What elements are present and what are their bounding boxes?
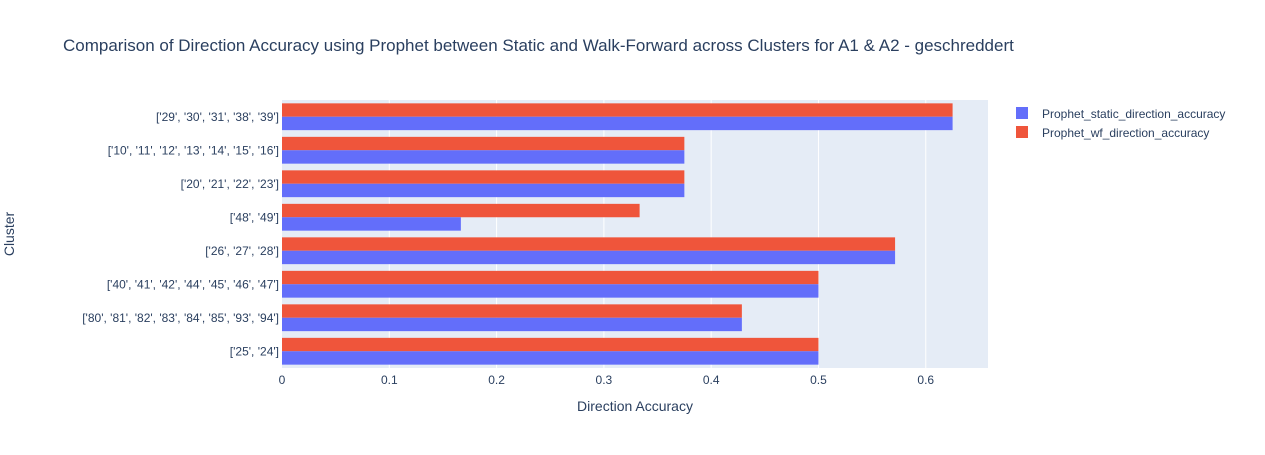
bar-static[interactable] (282, 351, 819, 365)
bar-static[interactable] (282, 317, 742, 332)
y-tick-label: ['10', '11', '12', '13', '14', '15', '16… (108, 143, 279, 157)
bar-wf[interactable] (282, 103, 953, 117)
bar-static[interactable] (282, 250, 896, 265)
y-tick-label: ['40', '41', '42', '44', '45', '46', '47… (107, 277, 279, 291)
bar-wf[interactable] (282, 270, 819, 285)
bar-wf[interactable] (282, 170, 685, 184)
x-tick-label: 0.1 (381, 373, 398, 387)
legend-item-wf[interactable]: Prophet_wf_direction_accuracy (1016, 126, 1209, 140)
bars (282, 103, 953, 365)
bar-wf[interactable] (282, 237, 896, 251)
bar-static[interactable] (282, 183, 685, 198)
bar-static[interactable] (282, 116, 953, 131)
x-tick-label: 0.4 (703, 373, 720, 387)
y-tick-label: ['48', '49'] (230, 210, 279, 224)
legend-swatch-wf (1016, 126, 1028, 138)
y-axis-ticks: ['25', '24'] ['80', '81', '82', '83', '84… (82, 110, 279, 359)
bar-wf[interactable] (282, 136, 685, 151)
x-tick-label: 0 (279, 373, 286, 387)
x-axis-ticks: 0 0.1 0.2 0.3 0.4 0.5 0.6 (279, 373, 935, 387)
y-tick-label: ['26', '27', '28'] (205, 244, 279, 258)
x-tick-label: 0.3 (596, 373, 613, 387)
x-tick-label: 0.6 (917, 373, 934, 387)
y-tick-label: ['20', '21', '22', '23'] (181, 177, 279, 191)
legend: Prophet_static_direction_accuracy Prophe… (1016, 107, 1225, 140)
x-tick-label: 0.5 (810, 373, 827, 387)
bar-static[interactable] (282, 217, 461, 231)
y-axis-label: Cluster (1, 211, 17, 256)
y-tick-label: ['29', '30', '31', '38', '39'] (156, 110, 279, 124)
legend-item-static[interactable]: Prophet_static_direction_accuracy (1016, 107, 1225, 121)
bar-wf[interactable] (282, 304, 742, 318)
x-axis-label: Direction Accuracy (577, 398, 693, 414)
legend-label-wf: Prophet_wf_direction_accuracy (1042, 126, 1209, 140)
legend-swatch-static (1016, 107, 1028, 119)
bar-wf[interactable] (282, 203, 640, 218)
bar-static[interactable] (282, 284, 819, 298)
x-tick-label: 0.2 (488, 373, 505, 387)
bar-wf[interactable] (282, 337, 819, 352)
y-tick-label: ['25', '24'] (230, 344, 279, 358)
bar-static[interactable] (282, 150, 685, 164)
legend-label-static: Prophet_static_direction_accuracy (1042, 107, 1225, 121)
y-tick-label: ['80', '81', '82', '83', '84', '85', '93… (82, 311, 279, 325)
chart-title: Comparison of Direction Accuracy using P… (63, 36, 1014, 55)
